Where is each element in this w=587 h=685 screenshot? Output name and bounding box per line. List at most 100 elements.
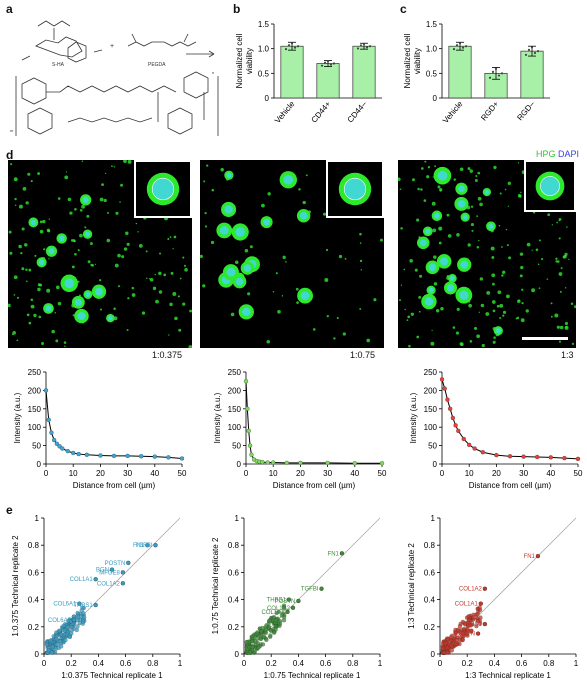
hpg-speck	[234, 260, 239, 265]
cell-nucleus	[459, 290, 469, 300]
hpg-speck	[37, 283, 41, 287]
hpg-speck	[30, 298, 34, 302]
data-point	[445, 397, 450, 402]
hpg-speck	[33, 313, 37, 318]
hpg-speck	[57, 197, 61, 200]
intensity-chart-2: 0 50 100 150 200 250 0 10 20 30 40 50 Distance from …	[213, 368, 387, 490]
data-point	[457, 623, 463, 629]
y-tick-label: 0.8	[28, 541, 40, 550]
scheme-plus: +	[110, 43, 114, 50]
hpg-speck	[338, 254, 343, 259]
chemical-scheme: S-HA + PEGDA m n	[10, 20, 219, 136]
cell-nucleus	[226, 267, 236, 277]
hpg-speck	[154, 273, 156, 276]
hpg-speck	[138, 243, 143, 248]
scale-bar	[522, 337, 568, 340]
cell-nucleus	[425, 228, 431, 234]
hpg-speck	[359, 308, 362, 310]
hpg-speck	[146, 277, 148, 280]
hpg-speck	[411, 178, 415, 182]
data-point	[535, 454, 540, 460]
scheme-m: m	[10, 128, 14, 133]
data-point	[271, 460, 276, 465]
hpg-speck	[476, 334, 480, 339]
data-point	[471, 615, 476, 620]
hpg-speck	[131, 293, 136, 297]
hpg-speck	[159, 252, 162, 255]
hpg-speck	[48, 218, 50, 220]
hpg-speck	[446, 213, 450, 217]
hpg-speck	[206, 164, 209, 167]
scheme-pegda-label: PEGDA	[148, 62, 166, 68]
data-point	[359, 44, 363, 47]
data-point	[287, 44, 291, 47]
hpg-speck	[469, 169, 473, 173]
hpg-speck	[247, 292, 251, 296]
hpg-speck	[433, 255, 437, 259]
point-label: COL1A1	[262, 610, 286, 616]
y-tick-label: 1.0	[426, 45, 438, 54]
data-point	[254, 631, 259, 636]
hpg-speck	[520, 318, 525, 323]
bar-chart-c: 0 0.5 1.0 1.5 Normalized cellviability Vehicl…	[403, 20, 550, 125]
panel-label-c: c	[400, 2, 407, 16]
hpg-speck	[8, 303, 11, 308]
x-tick-label: 0.6	[320, 659, 332, 668]
hpg-speck	[65, 171, 68, 173]
hpg-speck	[99, 308, 102, 311]
cell-nucleus	[235, 227, 245, 237]
hpg-speck	[517, 162, 520, 164]
x-tick-label: 0.4	[293, 659, 305, 668]
y-tick-label: 0	[431, 650, 436, 659]
hpg-speck	[479, 277, 483, 281]
hpg-speck	[467, 243, 471, 247]
data-point	[65, 625, 70, 630]
hpg-speck	[344, 257, 347, 260]
cell-field	[200, 160, 383, 344]
hpg-speck	[399, 299, 402, 302]
data-point	[98, 453, 103, 458]
legend-hpg: HPG	[536, 149, 556, 159]
hpg-speck	[55, 339, 59, 343]
data-point	[379, 461, 385, 466]
hpg-speck	[564, 287, 567, 289]
data-point	[111, 453, 117, 459]
hpg-speck	[508, 256, 512, 260]
y-tick-label: 0	[237, 460, 242, 469]
hpg-speck	[77, 249, 80, 252]
hpg-speck	[525, 309, 529, 313]
y-tick-label: 0.6	[28, 568, 40, 577]
data-point	[448, 635, 453, 640]
cell-nucleus	[263, 218, 270, 226]
data-point	[455, 627, 461, 632]
hpg-speck	[155, 299, 159, 304]
hpg-speck	[282, 255, 286, 260]
hpg-speck	[113, 316, 118, 321]
data-point	[562, 455, 567, 461]
labeled-point	[120, 570, 126, 575]
y-axis-label: 1:0.75 Technical replicate 2	[211, 537, 220, 634]
data-point	[536, 50, 540, 53]
data-point	[244, 640, 249, 645]
data-point	[250, 644, 255, 650]
hpg-speck	[558, 217, 562, 221]
y-tick-label: 200	[228, 386, 242, 395]
hpg-speck	[46, 228, 51, 233]
hpg-speck	[30, 304, 35, 309]
data-point	[259, 629, 264, 634]
hpg-speck	[571, 342, 575, 346]
data-point	[356, 47, 360, 50]
data-point	[474, 624, 479, 629]
hpg-speck	[117, 285, 121, 288]
hpg-speck	[470, 223, 474, 227]
y-tick-label: 1.0	[258, 45, 270, 54]
data-point	[284, 460, 289, 466]
hpg-speck	[547, 213, 551, 217]
hpg-speck	[418, 310, 421, 313]
hpg-speck	[305, 174, 308, 177]
hpg-speck	[281, 295, 284, 297]
hpg-speck	[486, 290, 491, 295]
hpg-speck	[480, 303, 485, 308]
y-tick-label: 0.8	[424, 541, 436, 550]
category-label: RGD+	[479, 99, 501, 122]
